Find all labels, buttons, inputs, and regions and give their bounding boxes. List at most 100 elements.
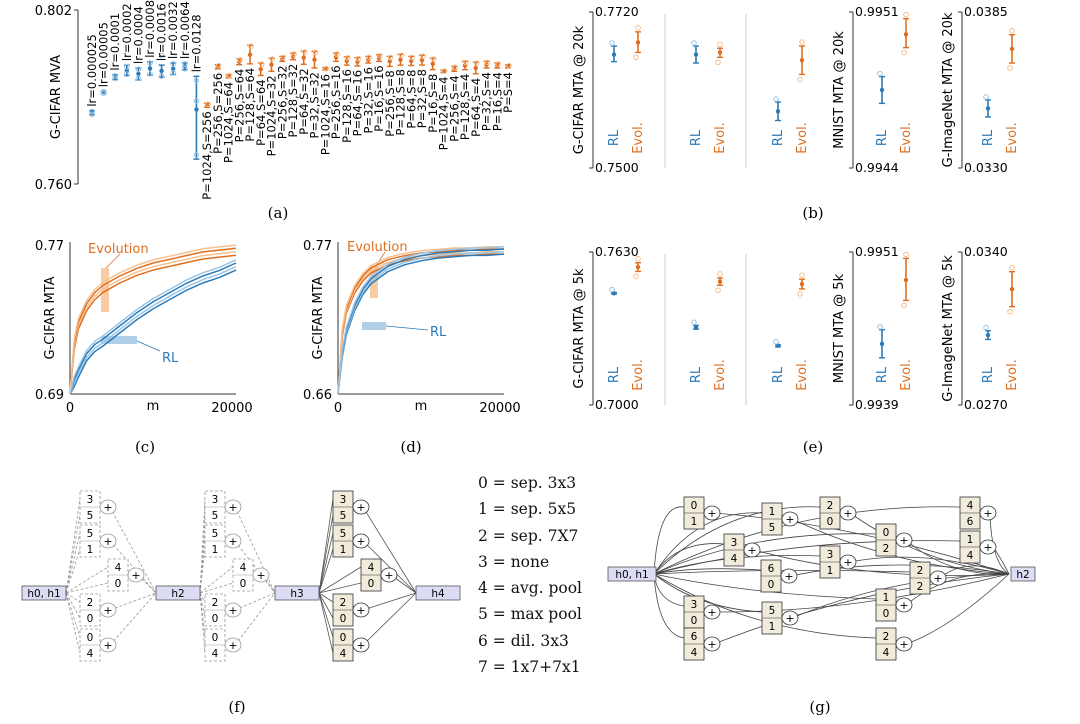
- diagram-g-op-label: 3: [827, 549, 834, 561]
- panel-e-sub1-ylabel: MNIST MTA @ 5k: [832, 273, 847, 383]
- diagram-g-sum-node: [743, 542, 761, 558]
- panel-b-evo-label: Evol.: [631, 122, 646, 154]
- diagram-f-edge: [234, 592, 276, 646]
- panel-b-rl-label: RL: [981, 129, 996, 146]
- panel-b-evo-1-0-mean-point: [903, 32, 909, 37]
- ops-legend-item: 5 = max pool: [478, 605, 582, 624]
- panel-b-evo-sample-point: [799, 39, 805, 45]
- diagram-g-sum-label: +: [747, 544, 756, 557]
- panel-a-rl-3-mean-point: [124, 68, 129, 73]
- caption-a: (a): [268, 204, 289, 222]
- panel-a-rl-7-mean-point: [171, 66, 176, 72]
- panel-a-rl-sample-point: [147, 71, 153, 77]
- diagram-g-op-label: 4: [731, 553, 738, 565]
- diagram-g-op-label: 1: [769, 621, 776, 633]
- panel-a-evo-9-mean-point: [301, 55, 306, 60]
- diagram-g-sum-node: [929, 570, 947, 586]
- diagram-f-edge: [199, 548, 206, 594]
- panel-b-rl-sample-point: [983, 94, 989, 100]
- panel-e-evo-0-2-mean-point: [799, 281, 805, 287]
- panel-c-rl-run-line: [69, 259, 237, 395]
- diagram-f-edge: [318, 532, 334, 594]
- diagram-f-op-label: 4: [115, 562, 122, 574]
- panel-a-evo-tick-label: P=128,S=8: [394, 69, 408, 135]
- diagram-f-edge: [109, 592, 157, 646]
- panel-a-evo-21-mean-point: [430, 61, 435, 67]
- diagram-g-op-label: 1: [691, 516, 698, 528]
- panel-a-evo-tick-label: P=256,S=32: [275, 65, 289, 139]
- panel-a-evo-tick-label: P=1024,S=32: [265, 75, 279, 156]
- panel-a-evo-sample-point: [258, 61, 265, 67]
- diagram-g-edge: [849, 512, 1010, 575]
- diagram-g-sum-label: +: [707, 638, 716, 651]
- panel-b-evo-sample-point: [903, 11, 909, 18]
- diagram-f-edge: [65, 532, 81, 594]
- panel-d-evo-pointer: [375, 251, 386, 267]
- panel-b-sub2-ymin: 0.0330: [964, 160, 1008, 175]
- diagram-f-hidden-node: [274, 585, 320, 601]
- panel-a-evo-sample-point: [323, 65, 330, 72]
- panel-a-evo-sample-point: [248, 43, 254, 50]
- panel-b-rl-sample-point: [609, 40, 615, 46]
- panel-e-sub0-ymax: 0.7630: [595, 244, 639, 259]
- panel-e-sub2-ylabel: G-ImageNet MTA @ 5k: [941, 255, 956, 402]
- panel-a-evo-sample-point: [366, 54, 373, 61]
- panel-a-evo-4-mean-point: [247, 52, 253, 57]
- panel-b-evo-label: Evol.: [795, 122, 810, 154]
- panel-b-rl-label: RL: [875, 129, 890, 146]
- panel-e-sub0-ymin: 0.7000: [595, 397, 639, 412]
- panel-c-rl-run-line: [69, 269, 237, 395]
- diagram-f-edge: [318, 498, 334, 594]
- caption-b: (b): [802, 204, 823, 222]
- panel-a-evo-25-mean-point: [473, 65, 478, 71]
- diagram-f-op-label: 5: [340, 510, 347, 522]
- panel-c: 0.77 0.69 0 20000 m G-CIFAR MTA Evolutio…: [35, 239, 253, 416]
- panel-b-sub2-ymax: 0.0385: [964, 4, 1008, 19]
- panel-e-rl-label: RL: [771, 366, 786, 383]
- diagram-f-edge: [65, 592, 81, 654]
- diagram-g-edge: [653, 533, 877, 575]
- diagram-f-sum-node: [224, 499, 242, 515]
- panel-e-rl-sample-point: [609, 286, 615, 293]
- panel-b-rl-label: RL: [771, 129, 786, 146]
- diagram-g-edge: [653, 540, 961, 575]
- panel-a-evo-tick-label: P=1024,S=16: [318, 74, 332, 155]
- panel-e-evo-sample-point: [633, 273, 639, 280]
- diagram-g-sum-label: +: [707, 606, 716, 619]
- diagram-g-edge: [653, 573, 877, 600]
- diagram-g-edge: [653, 506, 821, 575]
- panel-e-rl-label: RL: [981, 366, 996, 383]
- panel-a-rl-sample-point: [112, 73, 118, 79]
- diagram-f-op-label: 2: [340, 597, 347, 609]
- diagram-f-sum-label: +: [384, 569, 393, 582]
- panel-b-rl-label: RL: [689, 129, 704, 146]
- panel-a-evo-tick-label: P=128,S=32: [286, 64, 300, 138]
- diagram-g-sum-label: +: [843, 507, 852, 520]
- diagram-f-op-label: 0: [368, 578, 375, 590]
- panel-a-evo-sample-point: [226, 72, 233, 79]
- panel-a-evo-sample-point: [355, 55, 362, 62]
- diagram-f-sum-label: +: [103, 501, 112, 514]
- diagram-g-input-label: h0, h1: [615, 569, 648, 581]
- diagram-g-sum-node: [979, 505, 997, 521]
- diagram-f-op-label: 2: [87, 597, 94, 609]
- diagram-f-op-label: 1: [212, 544, 219, 556]
- panel-b-sub1-ymin: 0.9944: [855, 160, 899, 175]
- diagram-f-hidden-label: h0, h1: [27, 588, 60, 600]
- diagram-g-op-label: 0: [883, 527, 890, 539]
- diagram-f-edge: [234, 540, 276, 594]
- panel-b-sub0-ymax: 0.7720: [595, 4, 639, 19]
- caption-g: (g): [809, 698, 830, 716]
- panel-a-rl-sample-point: [170, 61, 176, 67]
- diagram-f-op-label: 1: [340, 544, 347, 556]
- diagram-f-edge: [318, 592, 334, 619]
- panel-e-sub2-ymin: 0.0270: [964, 397, 1008, 412]
- panel-a-evo-sample-point: [398, 52, 405, 59]
- panel-b-evo-sample-point: [797, 76, 803, 83]
- diagram-f-edge: [234, 592, 276, 611]
- diagram-f-edge: [199, 592, 206, 619]
- panel-a-rl-tick-label: lr=0.000025: [85, 34, 99, 106]
- diagram-g-op-label: 0: [691, 500, 698, 512]
- diagram-f-edge: [65, 592, 81, 603]
- panel-a-evo-sample-point: [334, 51, 340, 57]
